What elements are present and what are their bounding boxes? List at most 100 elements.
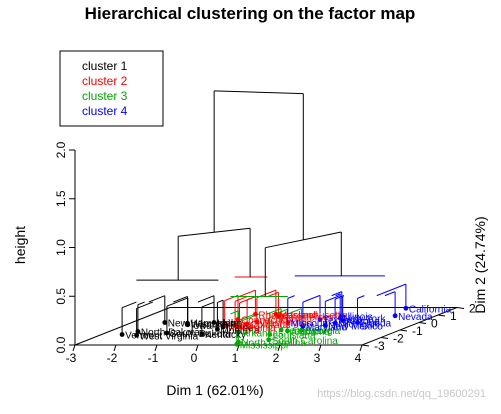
data-points [119,305,409,347]
dendrogram-stem-link [287,295,295,299]
data-point [403,305,409,311]
point-label: Utah [228,321,249,332]
data-point [135,329,141,334]
y-tick-label: -3 [374,339,385,353]
y-tick-mark [380,337,389,339]
x-tick-label: -1 [148,351,159,365]
dendrogram-stem-link [136,301,154,309]
x-tick-label: 4 [355,351,362,365]
dendrogram-stem-link [234,296,248,302]
x-tick-mark [277,344,281,352]
legend-entry: cluster 4 [82,104,128,118]
point-label: Kentucky [205,330,246,341]
box-floor-right [361,307,458,346]
point-label: Rhode Island [258,310,317,321]
dendrogram-stem-link [166,301,178,307]
point-label: Alabama [290,327,330,338]
y-tick-mark [437,314,446,317]
data-point [332,320,338,326]
x-tick-label: -3 [66,351,77,365]
x-tick-label: 0 [191,351,198,365]
dendrogram-stem-link [197,295,215,303]
dendrogram-stem-link [325,295,340,302]
point-label: Virginia [243,323,277,334]
dendrogram-stem-link [201,301,215,308]
point-label: Tennessee [284,326,333,337]
data-point [355,320,360,325]
z-tick-label: 1.0 [54,239,68,256]
data-point [300,323,306,329]
point-label: Maine [226,323,254,334]
x-tick-mark [154,344,158,352]
data-point [234,341,240,347]
y-tick-label: -2 [393,332,404,346]
y-tick-label: -1 [412,324,423,338]
point-label: Connecticut [241,316,294,327]
dendrogram-stem-link [238,313,256,322]
point-label: Colorado [250,320,291,331]
data-point [244,321,250,327]
x-tick-mark [359,344,363,352]
data-point [299,327,304,333]
point-label: Ohio [238,322,260,333]
x-tick-label: -2 [107,351,118,365]
point-label: Arizona [346,316,380,327]
point-label: New Mexico [328,322,383,333]
dendrogram-stem-link [287,308,302,315]
y-tick-mark [456,307,465,309]
data-point [253,311,258,317]
point-label: Iowa [191,321,213,332]
dendrogram-stem-link [259,289,277,298]
point-label: New Hampshire [168,319,240,330]
data-point [276,314,281,319]
point-label: New Jersey [281,313,333,324]
x-tick-label: 3 [314,351,321,365]
dendrogram-merge-bar [214,90,304,95]
data-point [285,328,290,334]
point-label: North Dakota [141,328,200,339]
x-tick-mark [195,344,199,352]
data-point [235,317,241,322]
data-point [278,327,284,333]
data-point [337,315,343,321]
data-point [199,331,205,337]
x-axis-label: Dim 1 (62.01%) [166,382,263,398]
dendrogram-stem-link [238,289,256,298]
data-point [164,330,170,336]
y-tick-label: 2 [469,302,476,316]
point-label: North Carolina [241,338,306,349]
point-label: Florida [361,319,392,330]
y-tick-mark [418,322,427,324]
dendrogram-stem-link [335,293,341,297]
point-label: Wisconsin [191,319,237,330]
point-label: New York [343,314,386,325]
dendrogram-stem-link [267,312,270,315]
point-label: Vermont [125,331,162,342]
data-point [185,322,191,328]
watermark-text: https://blog.csdn.net/qq_19600291 [317,388,486,400]
point-label: Louisiana [273,331,316,342]
point-label: Mississippi [240,340,288,351]
point-label: Montana [220,325,259,336]
y-tick-label: 1 [450,309,457,323]
data-point [236,329,241,335]
data-point [237,324,242,330]
z-tick-label: 2.0 [54,141,68,158]
y-tick-mark [361,344,370,347]
point-label: Georgia [305,326,341,337]
data-point [134,332,140,338]
dendrogram-stem-link [376,283,407,297]
data-point [222,322,228,328]
point-label: Washington [260,318,312,329]
dendrogram-stem-link [121,301,137,309]
dendrogram-stem-link [239,296,256,304]
chart-title: Hierarchical clustering on the factor ma… [85,4,416,23]
point-label: Idaho [217,319,242,330]
dendrogram-stem-link [137,301,145,306]
dendrogram-stem-link [218,299,224,303]
legend-entry: cluster 2 [82,74,128,88]
legend-entry: cluster 3 [82,89,128,103]
x-tick-label: 2 [273,351,280,365]
dendrogram-stem-link [331,291,342,297]
point-label: Massachusetts [279,310,346,321]
